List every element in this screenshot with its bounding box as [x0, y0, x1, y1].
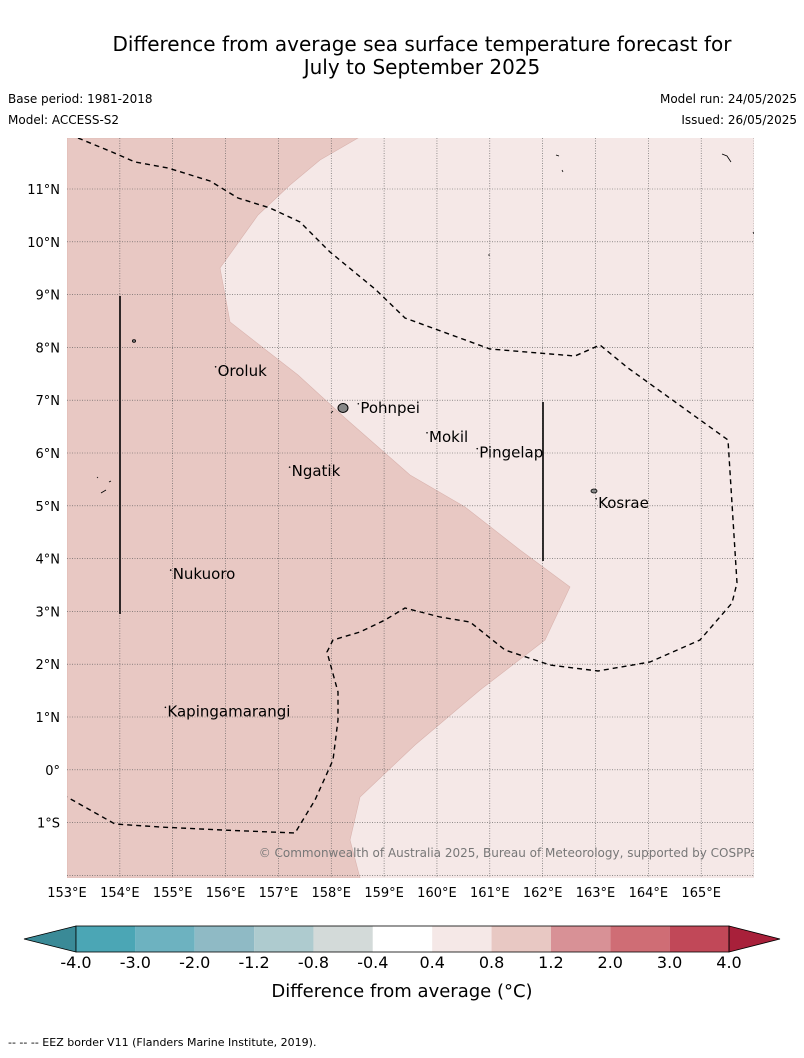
place-label: Pingelap: [479, 444, 543, 462]
graticule: [67, 138, 754, 878]
lat-tick-label: 4°N: [36, 553, 61, 568]
colorbar-tick-label: 3.0: [657, 953, 682, 972]
lon-tick-label: 155°E: [153, 886, 193, 901]
latitude-axis: 11°N 10°N 9°N 8°N 7°N 6°N 5°N 4°N 3°N 2°N 1°N 0° 1°S: [27, 183, 60, 832]
place-marker: [595, 498, 597, 500]
colorbar-segment: [372, 926, 433, 952]
colorbar-segment: [432, 926, 492, 952]
lat-tick-label: 1°N: [36, 711, 61, 726]
lon-tick-label: 159°E: [364, 886, 404, 901]
islands: [96, 153, 754, 494]
lon-tick-label: 161°E: [470, 886, 510, 901]
colorbar-tick-labels: -4.0 -3.0 -2.0 -1.2 -0.8 -0.4 0.4 0.8 1.2 2.0 3.0 4…: [60, 953, 741, 972]
colorbar-tick-label: -3.0: [120, 953, 151, 972]
title-line-1: Difference from average sea surface temp…: [112, 32, 732, 56]
place-label: Kosrae: [598, 494, 649, 512]
colorbar-tick-label: -0.4: [357, 953, 388, 972]
model-name: Model: ACCESS-S2: [8, 113, 120, 127]
issued-date: Issued: 26/05/2025: [681, 113, 797, 127]
colorbar-extend-high: [728, 925, 781, 953]
base-period: Base period: 1981-2018: [8, 92, 153, 106]
colorbar-tick-label: -4.0: [60, 953, 91, 972]
place-label: Pohnpei: [360, 399, 420, 417]
place-marker: [169, 569, 172, 571]
colorbar-segment: [491, 926, 551, 952]
title-line-2: July to September 2025: [303, 55, 541, 79]
colorbar-segment: [135, 926, 195, 952]
place-marker: [214, 366, 217, 368]
lon-tick-label: 157°E: [259, 886, 299, 901]
lon-tick-label: 164°E: [629, 886, 669, 901]
lon-tick-label: 160°E: [417, 886, 457, 901]
lat-tick-label: 3°N: [36, 605, 61, 620]
colorbar-title: Difference from average (°C): [271, 981, 533, 1002]
place-label: Mokil: [429, 428, 468, 446]
place-marker: [357, 402, 360, 405]
place-marker: [426, 432, 428, 434]
lat-tick-label: 10°N: [27, 236, 60, 251]
place-labels: Oroluk Pohnpei Mokil Pingelap Ngatik Kosrae Nu…: [164, 362, 649, 720]
anomaly-0.8-1.2-region: [67, 138, 571, 878]
lat-tick-label: 5°N: [36, 500, 61, 515]
eez-footnote: -- -- -- EEZ border V11 (Flanders Marine…: [8, 1036, 317, 1049]
kosrae-island: [590, 488, 598, 494]
lon-tick-label: 163°E: [576, 886, 616, 901]
place-marker: [288, 466, 291, 468]
colorbar-extend-low: [23, 925, 77, 953]
colorbar-segment: [550, 926, 611, 952]
lon-tick-label: 162°E: [523, 886, 563, 901]
colorbar-tick-label: 0.8: [479, 953, 504, 972]
colorbar-frame: [75, 925, 730, 953]
lat-tick-label: 8°N: [36, 341, 61, 356]
colorbar-segment: [254, 926, 314, 952]
lon-tick-label: 158°E: [311, 886, 351, 901]
map-area: Oroluk Pohnpei Mokil Pingelap Ngatik Kosrae Nu…: [67, 138, 764, 878]
lon-tick-label: 154°E: [100, 886, 140, 901]
colorbar-segment: [610, 926, 670, 952]
copyright-note: © Commonwealth of Australia 2025, Bureau…: [259, 846, 764, 860]
colorbar-tick-label: -2.0: [179, 953, 210, 972]
lat-tick-label: 1°S: [37, 817, 60, 832]
islet: [131, 339, 136, 343]
colorbar-segment: [76, 926, 136, 952]
lon-tick-label: 156°E: [206, 886, 246, 901]
place-marker: [476, 447, 479, 450]
lat-tick-label: 7°N: [36, 394, 61, 409]
model-run: Model run: 24/05/2025: [659, 92, 797, 106]
chart-title: Difference from average sea surface temp…: [0, 33, 804, 79]
colorbar-tick-label: -0.8: [298, 953, 329, 972]
colorbar-segment: [194, 926, 255, 952]
colorbar-tick-label: 0.4: [419, 953, 444, 972]
place-label: Kapingamarangi: [167, 702, 290, 720]
longitude-axis: 153°E 154°E 155°E 156°E 157°E 158°E 159°E 160°E…: [47, 886, 721, 901]
colorbar-segment: [313, 926, 373, 952]
lat-tick-label: 9°N: [36, 289, 61, 304]
lon-tick-label: 153°E: [47, 886, 87, 901]
lat-tick-label: 11°N: [27, 183, 60, 198]
lat-tick-label: 2°N: [36, 658, 61, 673]
colorbar-segment: [669, 926, 729, 952]
lon-tick-label: 165°E: [681, 886, 721, 901]
place-label: Nukuoro: [173, 565, 236, 583]
colorbar-tick-label: -1.2: [238, 953, 269, 972]
place-label: Ngatik: [292, 462, 341, 480]
colorbar-tick-label: 4.0: [716, 953, 741, 972]
colorbar-tick-label: 1.2: [538, 953, 563, 972]
eez-border: [67, 138, 738, 834]
place-label: Oroluk: [218, 362, 267, 380]
lat-tick-label: 0°: [45, 764, 60, 779]
colorbar-tick-label: 2.0: [598, 953, 623, 972]
pohnpei-island: [337, 403, 349, 413]
place-marker: [164, 706, 167, 709]
colorbar: [23, 925, 781, 953]
lat-tick-label: 6°N: [36, 447, 61, 462]
